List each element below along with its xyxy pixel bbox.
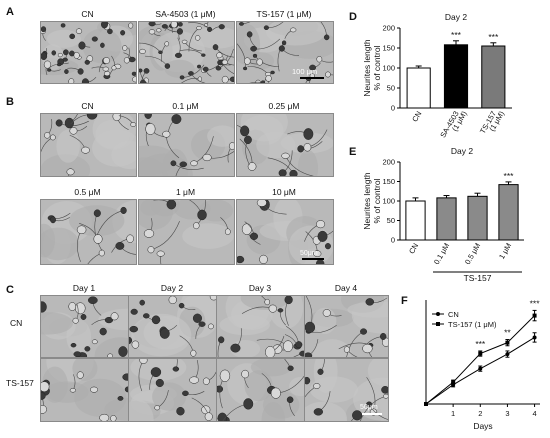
chart-f-point-1-4 bbox=[532, 313, 537, 318]
day-label-1: Day 1 bbox=[72, 283, 96, 293]
chart-e-sig-3: *** bbox=[504, 171, 515, 181]
chart-e-bar-3 bbox=[498, 184, 519, 241]
row-label-ts157: TS-157 bbox=[6, 378, 34, 388]
day-label-3: Day 3 bbox=[248, 283, 272, 293]
scalebar-c bbox=[362, 413, 382, 415]
chart-e-bar-1 bbox=[436, 197, 457, 241]
panel-b-caption-5: 1 μM bbox=[175, 187, 196, 197]
panel-a-caption-1: CN bbox=[81, 9, 94, 19]
chart-e-bar-2 bbox=[467, 195, 488, 241]
chart-e-ylabel-0: Neurites length bbox=[362, 172, 372, 229]
micrograph-a-ts157 bbox=[236, 21, 334, 84]
chart-d-ytick-label-200: 200 bbox=[382, 24, 395, 33]
chart-f-legend-marker-1 bbox=[436, 322, 440, 326]
panel-b-label: B bbox=[6, 96, 14, 108]
micrograph-b-0-25 bbox=[236, 113, 334, 177]
panel-b-caption-2: 0.1 μM bbox=[172, 101, 199, 111]
chart-e-cat-2-0: 0.5 μM bbox=[463, 242, 482, 266]
micrograph-b-0-1 bbox=[138, 113, 235, 177]
panel-a-label: A bbox=[6, 6, 14, 18]
chart-e-bar-0 bbox=[405, 200, 426, 241]
chart-f-legend-label-1: TS-157 (1 μM) bbox=[448, 320, 497, 329]
micrograph-b-1 bbox=[138, 199, 235, 265]
panel-e-label: E bbox=[349, 146, 357, 158]
chart-d: Day 2 Neurites length% of control 0 50 100 15… bbox=[348, 8, 544, 139]
panel-b-caption-4: 0.5 μM bbox=[74, 187, 101, 197]
chart-d-ytick-label-100: 100 bbox=[382, 64, 395, 73]
chart-e-ytick-label-200: 200 bbox=[382, 158, 395, 167]
chart-f-xtick-label-1: 1 bbox=[451, 409, 455, 418]
chart-f-point-0-2 bbox=[478, 366, 483, 371]
panel-c-label: C bbox=[6, 284, 14, 296]
chart-f-legend-label-0: CN bbox=[448, 310, 459, 319]
row-label-cn: CN bbox=[10, 318, 23, 328]
chart-f-xtick-label-3: 3 bbox=[505, 409, 509, 418]
chart-f-point-0-4 bbox=[532, 335, 537, 340]
chart-e-title: Day 2 bbox=[451, 146, 473, 156]
day-label-4: Day 4 bbox=[334, 283, 358, 293]
panel-b-caption-3: 0.25 μM bbox=[268, 101, 300, 111]
panel-f-label: F bbox=[401, 295, 408, 307]
micrograph-c-cn-day1 bbox=[40, 295, 129, 358]
chart-d-sig-1: *** bbox=[451, 30, 462, 40]
micrograph-a-sa4503 bbox=[138, 21, 235, 84]
chart-e-ytick-label-100: 100 bbox=[382, 197, 395, 206]
chart-e-ytick-label-50: 50 bbox=[387, 216, 395, 225]
micrograph-c-ts157-day2 bbox=[128, 358, 217, 422]
micrograph-b-10 bbox=[236, 199, 334, 265]
day-label-2: Day 2 bbox=[160, 283, 184, 293]
scalebar-c-label: 50μm bbox=[360, 404, 378, 411]
chart-f-sig-1: ** bbox=[504, 328, 511, 338]
chart-e-ytick-label-150: 150 bbox=[382, 177, 395, 186]
micrograph-a-cn bbox=[40, 21, 137, 84]
chart-e-cat-0-0: CN bbox=[407, 242, 420, 256]
chart-f: 1 2 3 4 Days CN TS-157 (1 μM) *** ** *** bbox=[400, 292, 548, 433]
micrograph-c-cn-day3 bbox=[216, 295, 305, 358]
chart-d-ylabel-1: % of control bbox=[372, 45, 382, 90]
panel-a-caption-3: TS-157 (1 μM) bbox=[256, 9, 312, 19]
chart-d-title: Day 2 bbox=[445, 12, 467, 22]
panel-d-label: D bbox=[349, 11, 357, 23]
chart-f-xlabel: Days bbox=[473, 421, 492, 431]
chart-f-point-1-0 bbox=[424, 402, 428, 406]
chart-d-ylabel-0: Neurites length bbox=[362, 39, 372, 96]
chart-f-point-1-3 bbox=[505, 340, 510, 345]
chart-f-point-1-2 bbox=[478, 351, 483, 356]
scalebar-a bbox=[300, 77, 324, 79]
panel-b-caption-6: 10 μM bbox=[272, 187, 296, 197]
chart-f-sig-0: *** bbox=[475, 339, 486, 349]
micrograph-c-cn-day4 bbox=[304, 295, 389, 358]
chart-f-xtick-label-2: 2 bbox=[478, 409, 482, 418]
scalebar-a-label: 100 μm bbox=[292, 67, 318, 76]
micrograph-c-cn-day2 bbox=[128, 295, 217, 358]
micrograph-b-0-5 bbox=[40, 199, 137, 265]
micrograph-c-ts157-day1 bbox=[40, 358, 129, 422]
chart-e-ylabel-1: % of control bbox=[372, 178, 382, 223]
chart-d-ytick-label-50: 50 bbox=[387, 84, 395, 93]
chart-d-bar-0 bbox=[406, 67, 431, 109]
chart-d-sig-2: *** bbox=[488, 32, 499, 42]
chart-d-bar-2 bbox=[481, 45, 506, 109]
micrograph-b-cn bbox=[40, 113, 137, 177]
chart-f-point-0-3 bbox=[505, 352, 510, 357]
chart-f-xtick-label-4: 4 bbox=[532, 409, 536, 418]
panel-b-caption-1: CN bbox=[81, 101, 94, 111]
chart-e: Day 2 Neurites length% of control 0 50 100 15… bbox=[348, 142, 544, 283]
chart-e-group-label: TS-157 bbox=[464, 273, 492, 282]
chart-f-sig-2: *** bbox=[530, 298, 541, 308]
chart-d-ytick-label-0: 0 bbox=[391, 104, 395, 113]
scalebar-b-label: 50μm bbox=[300, 250, 318, 257]
chart-e-ytick-label-0: 0 bbox=[391, 236, 395, 245]
chart-d-bar-1 bbox=[443, 44, 469, 109]
scalebar-b bbox=[302, 258, 324, 260]
chart-d-ytick-label-150: 150 bbox=[382, 44, 395, 53]
chart-d-cat-0-0: CN bbox=[410, 110, 423, 124]
chart-f-legend-marker-0 bbox=[436, 312, 440, 316]
chart-e-cat-3-0: 1 μM bbox=[497, 242, 513, 261]
micrograph-c-ts157-day4 bbox=[304, 358, 389, 422]
panel-a-caption-2: SA-4503 (1 μM) bbox=[155, 9, 216, 19]
micrograph-c-ts157-day3 bbox=[216, 358, 305, 422]
chart-e-cat-1-0: 0.1 μM bbox=[432, 242, 451, 266]
chart-f-point-1-1 bbox=[451, 380, 456, 385]
